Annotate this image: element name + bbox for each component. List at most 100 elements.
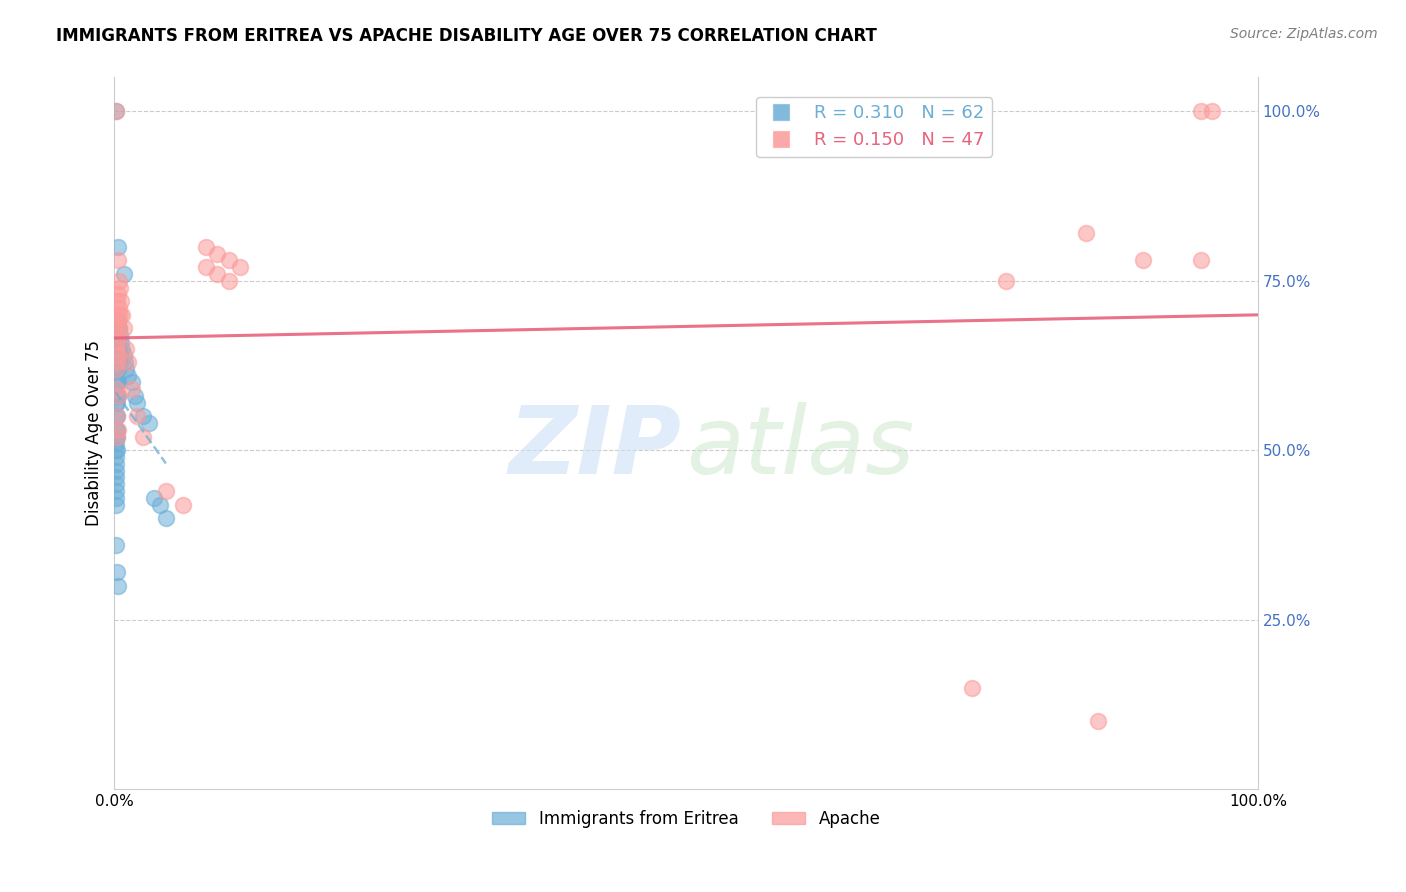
Point bbox=[1087, 714, 1109, 729]
Point bbox=[104, 104, 127, 119]
Point bbox=[104, 348, 127, 362]
Point bbox=[107, 308, 129, 322]
Point bbox=[117, 368, 139, 383]
Point bbox=[105, 348, 128, 362]
Point bbox=[104, 334, 127, 349]
Point bbox=[107, 579, 129, 593]
Point bbox=[1189, 104, 1212, 119]
Point bbox=[114, 355, 136, 369]
Point bbox=[105, 409, 128, 424]
Point bbox=[115, 362, 138, 376]
Point bbox=[105, 389, 128, 403]
Point bbox=[107, 334, 129, 349]
Point bbox=[132, 430, 155, 444]
Point bbox=[105, 355, 128, 369]
Point bbox=[108, 321, 131, 335]
Point bbox=[105, 376, 128, 390]
Text: ZIP: ZIP bbox=[508, 401, 681, 493]
Point bbox=[108, 321, 131, 335]
Point bbox=[1189, 253, 1212, 268]
Y-axis label: Disability Age Over 75: Disability Age Over 75 bbox=[86, 341, 103, 526]
Point bbox=[108, 342, 131, 356]
Point bbox=[105, 423, 128, 437]
Point bbox=[105, 430, 128, 444]
Point bbox=[104, 491, 127, 505]
Point bbox=[1076, 227, 1098, 241]
Point bbox=[108, 355, 131, 369]
Point bbox=[207, 246, 229, 260]
Point bbox=[107, 423, 129, 437]
Legend: Immigrants from Eritrea, Apache: Immigrants from Eritrea, Apache bbox=[485, 803, 887, 834]
Point bbox=[108, 348, 131, 362]
Point bbox=[108, 280, 131, 294]
Point bbox=[104, 376, 127, 390]
Point bbox=[105, 334, 128, 349]
Point bbox=[104, 321, 127, 335]
Point bbox=[207, 267, 229, 281]
Point bbox=[111, 342, 134, 356]
Point bbox=[194, 260, 217, 275]
Point bbox=[104, 382, 127, 396]
Point bbox=[108, 301, 131, 315]
Point bbox=[127, 409, 149, 424]
Point bbox=[155, 483, 177, 498]
Text: IMMIGRANTS FROM ERITREA VS APACHE DISABILITY AGE OVER 75 CORRELATION CHART: IMMIGRANTS FROM ERITREA VS APACHE DISABI… bbox=[56, 27, 877, 45]
Point bbox=[995, 274, 1018, 288]
Point bbox=[112, 267, 135, 281]
Point bbox=[107, 389, 129, 403]
Point bbox=[194, 240, 217, 254]
Point bbox=[138, 416, 160, 430]
Point bbox=[111, 308, 134, 322]
Point bbox=[104, 362, 127, 376]
Point bbox=[104, 389, 127, 403]
Point bbox=[112, 321, 135, 335]
Point bbox=[107, 314, 129, 328]
Point bbox=[108, 274, 131, 288]
Point bbox=[105, 321, 128, 335]
Point bbox=[104, 423, 127, 437]
Point bbox=[105, 396, 128, 410]
Point bbox=[107, 253, 129, 268]
Point bbox=[104, 342, 127, 356]
Point bbox=[121, 376, 143, 390]
Point bbox=[104, 430, 127, 444]
Point bbox=[107, 362, 129, 376]
Point bbox=[104, 483, 127, 498]
Text: atlas: atlas bbox=[686, 402, 914, 493]
Point bbox=[104, 443, 127, 458]
Point bbox=[127, 396, 149, 410]
Point bbox=[105, 566, 128, 580]
Point bbox=[105, 409, 128, 424]
Point bbox=[104, 321, 127, 335]
Point bbox=[107, 240, 129, 254]
Point bbox=[110, 334, 132, 349]
Point bbox=[1201, 104, 1223, 119]
Point bbox=[107, 389, 129, 403]
Text: Source: ZipAtlas.com: Source: ZipAtlas.com bbox=[1230, 27, 1378, 41]
Point bbox=[110, 294, 132, 309]
Point bbox=[108, 328, 131, 343]
Point bbox=[104, 450, 127, 464]
Point bbox=[104, 436, 127, 450]
Point bbox=[105, 314, 128, 328]
Point bbox=[105, 334, 128, 349]
Point bbox=[104, 470, 127, 484]
Point bbox=[121, 382, 143, 396]
Point bbox=[104, 104, 127, 119]
Point bbox=[143, 491, 166, 505]
Point bbox=[104, 538, 127, 552]
Point bbox=[112, 348, 135, 362]
Point bbox=[105, 362, 128, 376]
Point bbox=[149, 498, 172, 512]
Point bbox=[155, 511, 177, 525]
Point bbox=[124, 389, 146, 403]
Point bbox=[104, 464, 127, 478]
Point bbox=[107, 287, 129, 301]
Point bbox=[104, 409, 127, 424]
Point bbox=[172, 498, 194, 512]
Point bbox=[105, 430, 128, 444]
Point bbox=[107, 348, 129, 362]
Point bbox=[1132, 253, 1154, 268]
Point bbox=[107, 328, 129, 343]
Point bbox=[107, 348, 129, 362]
